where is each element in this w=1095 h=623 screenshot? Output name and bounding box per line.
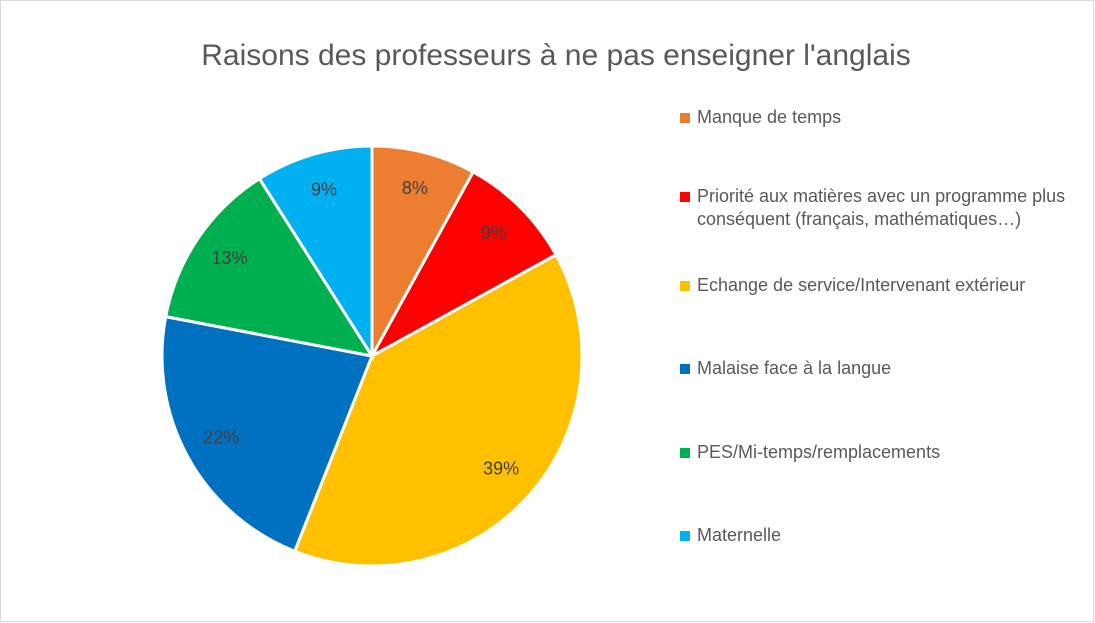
legend-item: PES/Mi-temps/remplacements [680,441,1087,464]
data-label: 8% [402,178,428,198]
pie-slice [257,144,374,362]
data-label: 9% [311,179,337,199]
legend-label: Echange de service/Intervenant extérieur [697,275,1026,295]
legend-label: Maternelle [697,525,782,545]
pie-slice [163,176,376,359]
legend-label: Malaise face à la langue [697,358,892,378]
legend-swatch [680,113,690,123]
legend-label: PES/Mi-temps/remplacements [697,442,941,462]
pie-slice [370,144,476,357]
pie-slice [368,169,559,360]
legend-item: Manque de temps [680,106,1087,129]
chart-title: Raisons des professeurs à ne pas enseign… [201,39,910,72]
legend-label: Manque de temps [697,107,842,127]
legend-swatch [680,448,690,458]
data-label: 9% [481,223,507,243]
legend-item: Malaise face à la langue [680,357,1087,380]
legend-item: Maternelle [680,524,1087,547]
pie-slice [160,314,375,554]
legend-label: Priorité aux matières avec un programme … [697,186,1066,229]
legend-swatch [680,531,690,541]
legend-item: Priorité aux matières avec un programme … [680,185,1087,231]
legend-swatch [680,281,690,291]
legend-swatch [680,364,690,374]
legend-item: Echange de service/Intervenant extérieur [680,274,1087,297]
pie-slice [292,252,584,568]
legend-swatch [680,192,690,202]
data-label: 22% [203,428,239,448]
data-label: 13% [212,248,248,268]
data-label: 39% [483,459,519,479]
